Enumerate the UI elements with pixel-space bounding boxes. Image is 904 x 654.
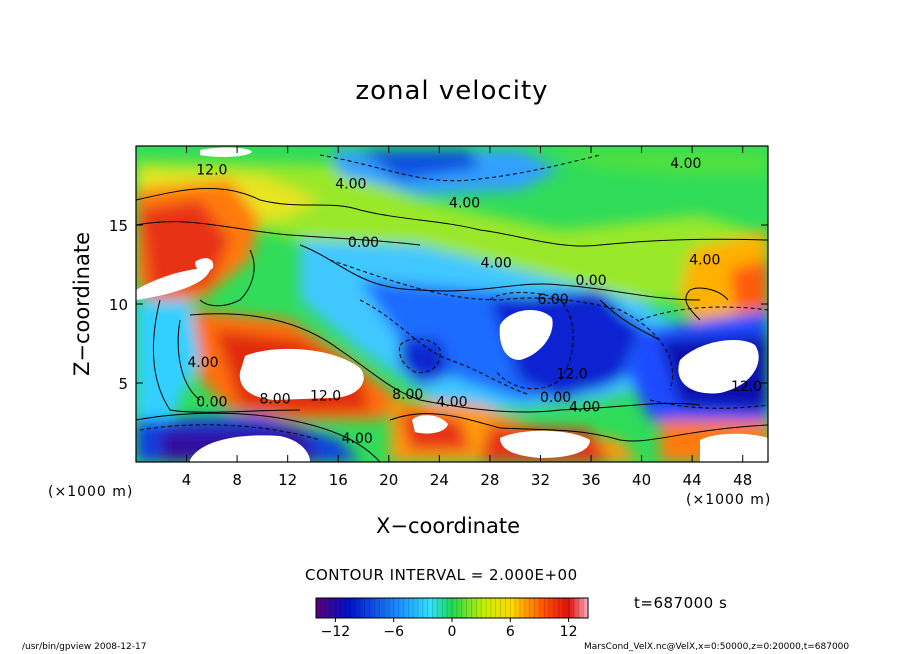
contour-label: 8.00 bbox=[392, 387, 423, 403]
y-axis-unit: (×1000 m) bbox=[48, 484, 134, 500]
x-tick-label: 40 bbox=[632, 471, 651, 489]
negative-contours bbox=[139, 154, 768, 441]
contour-labels: 12.04.004.004.000.004.000.004.006.004.00… bbox=[187, 156, 762, 447]
contour-label: 0.00 bbox=[348, 235, 379, 251]
x-tick-label: 20 bbox=[379, 471, 398, 489]
contour-label: 4.00 bbox=[449, 196, 480, 212]
x-tick-label: 4 bbox=[182, 471, 192, 489]
time-label: t=687000 s bbox=[634, 594, 728, 612]
contour-label: 4.00 bbox=[481, 256, 512, 272]
x-tick-label: 12 bbox=[278, 471, 297, 489]
footer-left: /usr/bin/gpview 2008-12-17 bbox=[22, 642, 147, 652]
contour-label: 0.00 bbox=[196, 395, 227, 411]
contour-label: 6.00 bbox=[538, 292, 569, 308]
y-tick-label: 5 bbox=[118, 375, 128, 393]
x-tick-label: 28 bbox=[480, 471, 499, 489]
colorbar-tick-label: 6 bbox=[506, 624, 515, 640]
contour-label: 0.00 bbox=[575, 273, 606, 289]
x-axis-unit: (×1000 m) bbox=[686, 492, 772, 508]
y-axis: 5 10 15 bbox=[109, 217, 768, 393]
contour-label: 4.00 bbox=[187, 355, 218, 371]
contour-interval-text: CONTOUR INTERVAL = 2.000E+00 bbox=[305, 566, 578, 584]
contour-label: 12.0 bbox=[731, 379, 762, 395]
velocity-field bbox=[136, 146, 768, 462]
x-axis: 4 8 12 16 20 24 28 32 36 40 44 48 bbox=[182, 146, 752, 489]
contour-label: 12.0 bbox=[196, 162, 227, 178]
chart-title: zonal velocity bbox=[355, 76, 549, 106]
x-tick-label: 32 bbox=[531, 471, 550, 489]
x-tick-label: 24 bbox=[430, 471, 449, 489]
contour-label: 4.00 bbox=[335, 177, 366, 193]
footer-right: MarsCond_VelX.nc@VelX,x=0:50000,z=0:2000… bbox=[584, 642, 850, 652]
x-tick-label: 48 bbox=[733, 471, 752, 489]
colorbar: −12 −6 0 6 12 bbox=[315, 597, 589, 640]
x-tick-label: 16 bbox=[329, 471, 348, 489]
contour-label: 4.00 bbox=[436, 395, 467, 411]
y-tick-label: 10 bbox=[109, 296, 128, 314]
colorbar-tick-label: 12 bbox=[560, 624, 578, 640]
contour-lines bbox=[136, 187, 768, 462]
contour-label: 0.00 bbox=[540, 390, 571, 406]
y-tick-label: 15 bbox=[109, 217, 128, 235]
contour-label: 12.0 bbox=[310, 388, 341, 404]
colorbar-tick-label: 0 bbox=[448, 624, 457, 640]
contour-label: 4.00 bbox=[569, 399, 600, 415]
contour-label: 12.0 bbox=[556, 366, 587, 382]
saturated-regions bbox=[136, 147, 768, 462]
contour-label: 4.00 bbox=[670, 156, 701, 172]
y-axis-label: Z−coordinate bbox=[70, 232, 94, 376]
x-axis-label: X−coordinate bbox=[376, 514, 520, 538]
colorbar-tick-label: −12 bbox=[321, 624, 351, 640]
x-tick-label: 44 bbox=[683, 471, 702, 489]
x-tick-label: 36 bbox=[581, 471, 600, 489]
colorbar-tick-label: −6 bbox=[383, 624, 404, 640]
contour-label: 4.00 bbox=[689, 253, 720, 269]
x-tick-label: 8 bbox=[232, 471, 242, 489]
contour-label: 8.00 bbox=[259, 392, 290, 408]
contour-label: 4.00 bbox=[342, 431, 373, 447]
